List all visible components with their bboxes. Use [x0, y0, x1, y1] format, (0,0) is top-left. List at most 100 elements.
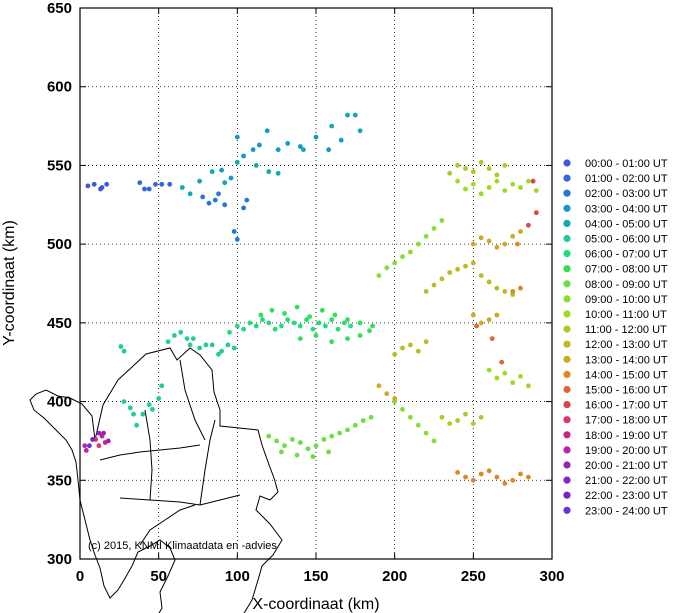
legend-marker	[563, 340, 571, 348]
lightning-point	[400, 345, 405, 351]
axis-ticks: 0 50 100 150 200 250 300 300 350 400 450 500 550 600 6…	[47, 0, 565, 585]
lightning-point	[370, 323, 375, 329]
lightning-point	[222, 180, 228, 186]
x-tick-label: 100	[225, 568, 250, 585]
legend-marker	[563, 204, 571, 212]
lightning-point	[439, 276, 445, 282]
lightning-point	[179, 185, 185, 190]
legend: 00:00 - 01:00 UT 01:00 - 02:00 UT 02:00 - …	[563, 158, 668, 517]
x-tick-label: 150	[303, 568, 328, 585]
lightning-point	[104, 181, 110, 187]
province-border	[119, 494, 241, 506]
lightning-point	[121, 399, 127, 404]
legend-marker	[563, 370, 571, 378]
lightning-point	[222, 202, 228, 208]
lightning-point	[209, 169, 215, 175]
lightning-point	[518, 374, 523, 379]
lightning-point	[518, 471, 523, 477]
legend-label: 04:00 - 05:00 UT	[585, 218, 668, 230]
legend-marker	[563, 280, 571, 288]
lightning-point	[316, 320, 322, 326]
lightning-point	[431, 282, 437, 288]
lightning-point	[494, 312, 500, 318]
lightning-point	[470, 260, 476, 266]
lightning-point	[294, 452, 300, 458]
legend-label: 12:00 - 13:00 UT	[585, 339, 668, 351]
legend-marker	[563, 506, 571, 514]
lightning-point	[360, 418, 366, 423]
lightning-point	[494, 244, 500, 250]
lightning-point	[329, 433, 335, 439]
lightning-point	[526, 474, 531, 480]
lightning-point	[489, 336, 495, 341]
lightning-point	[447, 270, 453, 275]
x-tick-label: 300	[539, 568, 564, 585]
legend-marker	[563, 416, 571, 424]
lightning-point	[341, 320, 347, 326]
lightning-point	[244, 197, 250, 203]
lightning-point	[345, 317, 350, 323]
lightning-point	[357, 128, 363, 134]
legend-label: 18:00 - 19:00 UT	[585, 430, 668, 442]
lightning-point	[439, 218, 445, 223]
lightning-point	[140, 411, 146, 417]
lightning-point	[105, 438, 111, 444]
lightning-point	[510, 181, 516, 187]
y-tick-label: 350	[47, 472, 72, 489]
province-border	[199, 419, 216, 506]
lightning-point	[264, 128, 270, 134]
legend-label: 09:00 - 10:00 UT	[585, 294, 668, 306]
country-border	[29, 347, 283, 613]
lightning-point	[269, 307, 275, 313]
lightning-point	[272, 326, 278, 332]
lightning-point	[165, 339, 171, 345]
lightning-point	[146, 186, 152, 192]
lightning-point	[142, 186, 147, 192]
lightning-point	[447, 421, 453, 426]
lightning-point	[376, 273, 382, 278]
lightning-point	[297, 440, 303, 445]
copyright-text: (c) 2015, KNMI Klimaatdata en -advies	[88, 540, 277, 552]
lightning-point	[91, 181, 97, 187]
lightning-point	[335, 326, 341, 332]
legend-marker	[563, 385, 571, 394]
lightning-point	[99, 185, 105, 190]
lightning-point	[234, 323, 240, 329]
lightning-point	[510, 380, 516, 386]
lightning-point	[494, 375, 500, 381]
lightning-point	[502, 370, 508, 376]
lightning-point	[338, 137, 344, 143]
lightning-point	[279, 323, 284, 329]
lightning-point	[423, 339, 429, 345]
lightning-point	[231, 345, 237, 351]
legend-marker	[563, 265, 571, 273]
lightning-point	[329, 317, 335, 323]
lightning-point	[310, 454, 316, 460]
lightning-point	[463, 263, 468, 269]
x-axis-label: X-coordinaat (km)	[252, 596, 379, 613]
legend-label: 22:00 - 23:00 UT	[585, 490, 668, 502]
legend-marker	[563, 234, 571, 243]
lightning-point	[219, 167, 225, 173]
lightning-point	[146, 402, 152, 408]
lightning-point	[345, 427, 350, 433]
lightning-point	[297, 144, 303, 149]
lightning-point	[357, 333, 363, 338]
legend-marker	[563, 446, 571, 454]
lightning-point	[290, 437, 295, 442]
lightning-point	[234, 159, 240, 165]
lightning-point	[285, 141, 291, 146]
lightning-point	[285, 317, 291, 323]
lightning-point	[266, 433, 272, 439]
lightning-point	[159, 383, 165, 389]
lightning-point	[470, 312, 476, 318]
lightning-point	[463, 474, 468, 480]
lightning-point	[478, 191, 484, 197]
lightning-point	[187, 342, 193, 348]
lightning-point	[486, 468, 492, 474]
lightning-point	[415, 348, 421, 354]
lightning-point	[455, 178, 460, 184]
lightning-point	[486, 367, 492, 373]
lightning-point	[190, 336, 196, 341]
